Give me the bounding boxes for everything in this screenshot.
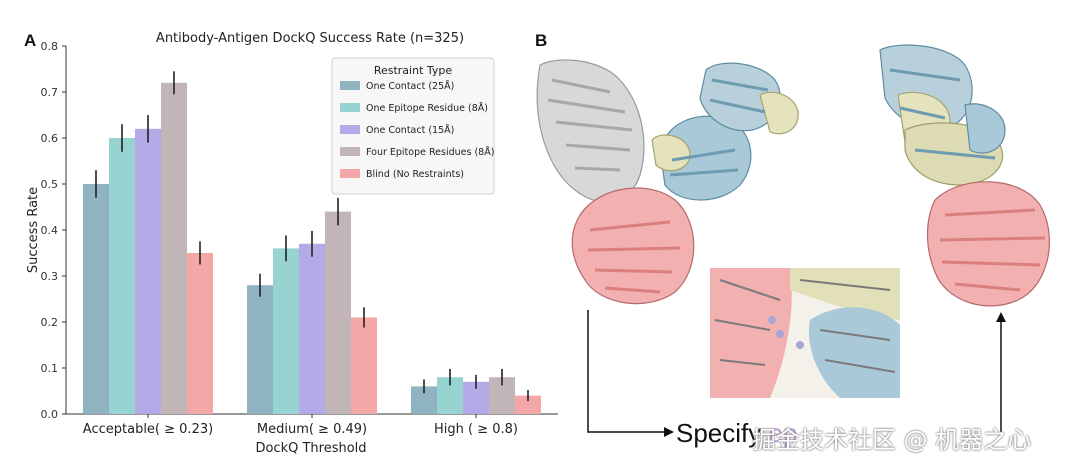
legend-swatch <box>340 81 360 90</box>
specify-caption-start: Specify <box>676 418 769 448</box>
x-axis-label: DockQ Threshold <box>255 441 366 456</box>
specify-caption-accent: ep <box>768 418 798 448</box>
legend-swatch <box>340 125 360 134</box>
bar <box>135 128 161 415</box>
antibody-structure-right <box>879 44 1006 186</box>
legend-label: Four Epitope Residues (8Å) <box>366 146 494 158</box>
y-tick-label: 0.1 <box>41 362 59 375</box>
bar <box>325 211 351 414</box>
panel-b-label: B <box>535 31 547 50</box>
legend-title: Restraint Type <box>374 64 453 77</box>
antigen-structure-left <box>571 187 695 305</box>
y-axis-label: Success Rate <box>26 187 41 273</box>
antibody-structure-color <box>651 62 799 201</box>
y-tick-label: 0.0 <box>41 408 59 421</box>
bar-chart: A Antibody-Antigen DockQ Success Rate (n… <box>24 31 558 456</box>
chart-title: Antibody-Antigen DockQ Success Rate (n=3… <box>156 31 464 46</box>
legend-swatch <box>340 103 360 112</box>
epitope-zoom-inset <box>710 268 900 398</box>
y-tick-label: 0.2 <box>41 316 59 329</box>
flow-arrows <box>587 310 1006 437</box>
y-tick-label: 0.4 <box>41 224 59 237</box>
watermark: 掘金技术社区 @ 机器之心 <box>752 426 1032 454</box>
legend-label: One Contact (15Å) <box>366 124 454 136</box>
y-tick-label: 0.3 <box>41 270 59 283</box>
bar <box>515 395 541 414</box>
legend-swatch <box>340 147 360 156</box>
legend-label: Blind (No Restraints) <box>366 169 464 180</box>
bar <box>187 253 213 414</box>
antibody-structure-grey <box>536 59 645 203</box>
legend-label: One Contact (25Å) <box>366 80 454 92</box>
legend: Restraint Type One Contact (25Å) One Epito… <box>331 57 495 195</box>
x-tick-label: Acceptable( ≥ 0.23) <box>83 422 213 437</box>
legend-label: One Epitope Residue (8Å) <box>366 102 488 114</box>
bar <box>161 82 187 415</box>
x-tick-label: Medium( ≥ 0.49) <box>257 422 367 437</box>
panel-a-label: A <box>24 31 36 50</box>
legend-swatch <box>340 169 360 178</box>
x-tick-label: High ( ≥ 0.8) <box>434 422 518 437</box>
bar <box>247 285 273 414</box>
y-tick-label: 0.7 <box>41 86 59 99</box>
antigen-structure-right <box>926 181 1051 307</box>
y-tick-label: 0.8 <box>41 40 59 53</box>
bar <box>83 184 109 414</box>
y-tick-label: 0.5 <box>41 178 59 191</box>
plot-area: 0.0 0.1 0.2 0.3 0.4 0.5 0.6 0.7 0.8 Acceptable( ≥… <box>41 40 558 437</box>
bar <box>109 138 135 414</box>
specify-caption: Specify ep <box>676 418 797 449</box>
legend-box <box>331 57 495 195</box>
bar <box>299 243 325 414</box>
y-tick-label: 0.6 <box>41 132 59 145</box>
bar <box>273 248 299 414</box>
bar <box>351 317 377 414</box>
